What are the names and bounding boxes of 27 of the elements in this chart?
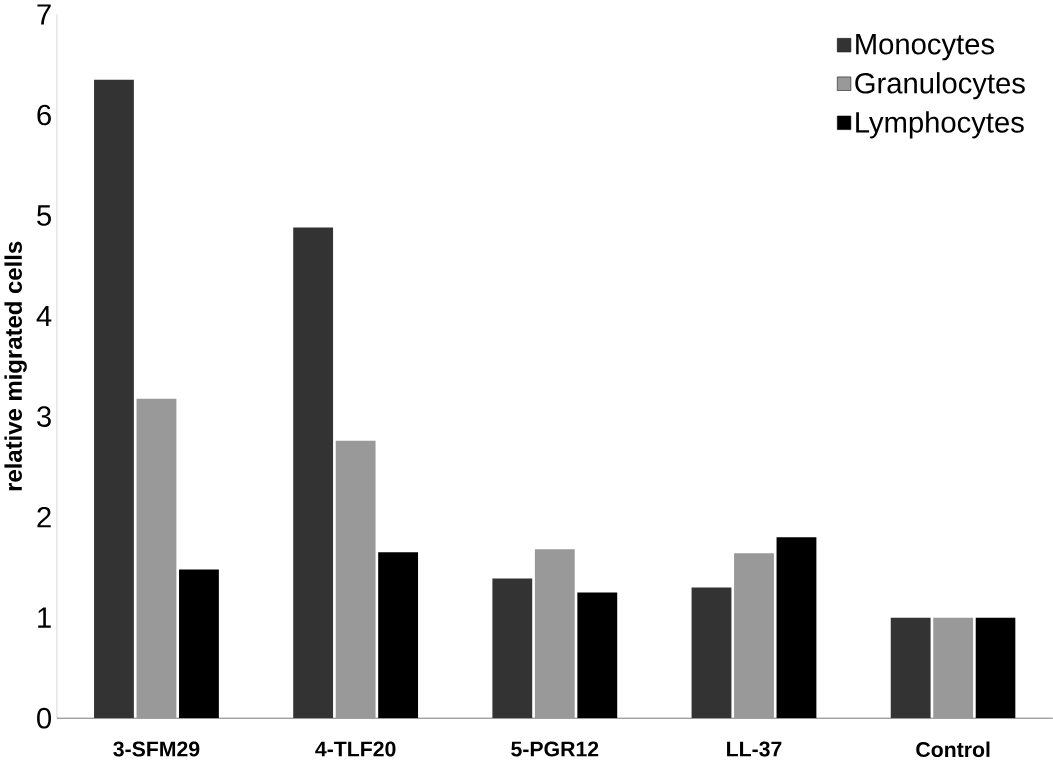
x-tick-label: 5-PGR12 <box>511 741 599 757</box>
y-axis-title: relative migrated cells <box>4 242 27 491</box>
y-tick-label: 7 <box>37 4 51 25</box>
y-tick-label: 3 <box>37 406 51 428</box>
legend-label: Lymphocytes <box>856 111 1024 139</box>
bar <box>293 227 334 719</box>
bar <box>890 617 931 719</box>
bar <box>691 587 732 719</box>
bar <box>933 617 974 719</box>
bar <box>734 553 774 719</box>
legend-label: Granulocytes <box>855 72 1025 100</box>
x-tick-label: 3-SFM29 <box>113 741 200 757</box>
y-tick-label: 4 <box>36 306 52 327</box>
bar <box>492 578 533 719</box>
bar <box>534 549 575 719</box>
y-tick-label: 6 <box>37 104 51 126</box>
x-tick-label: 4-TLF20 <box>315 741 396 757</box>
bar <box>136 398 177 719</box>
bar <box>335 440 376 719</box>
legend-label: Monocytes <box>856 34 994 61</box>
bar <box>94 80 134 719</box>
y-tick-label: 5 <box>37 205 51 226</box>
y-tick-label: 2 <box>37 507 51 528</box>
y-tick-label: 0 <box>37 708 52 729</box>
x-tick-label: LL-37 <box>727 741 782 757</box>
x-tick-label: Control <box>916 741 990 758</box>
y-tick-label: 1 <box>38 607 51 628</box>
